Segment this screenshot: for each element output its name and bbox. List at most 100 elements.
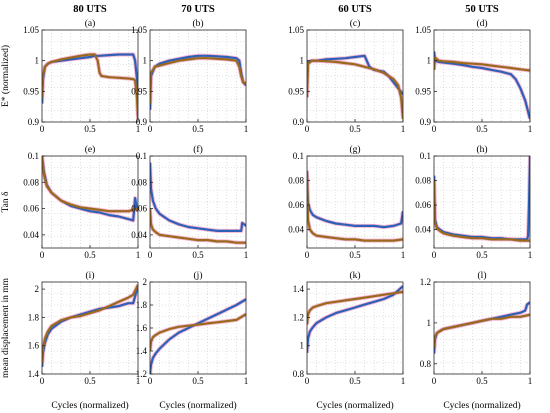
y-tick-label: 1.6 xyxy=(28,341,40,351)
x-tick-label: 0 xyxy=(148,376,153,386)
panel-label: (j) xyxy=(194,270,203,281)
panel: (k) 0 0.5 1 0.8 1 1.2 1.4 xyxy=(293,270,406,386)
y-tick-label: 0.06 xyxy=(415,200,431,210)
series-line xyxy=(434,51,530,120)
y-tick-label: 1.4 xyxy=(136,346,148,356)
series-line xyxy=(434,180,530,242)
x-tick-label: 0 xyxy=(305,376,310,386)
panel-label: (a) xyxy=(85,18,96,29)
series-line xyxy=(434,56,530,72)
y-tick-label: 1.4 xyxy=(293,284,305,294)
x-tick-label: 0.5 xyxy=(349,250,361,260)
panel: (j)0 0.5 11.21.41.61.82 xyxy=(136,270,249,386)
xlabel: Cycles (normalized) xyxy=(51,400,128,411)
x-tick-label: 0 xyxy=(432,250,437,260)
y-tick-label: 0.9 xyxy=(293,117,305,127)
x-tick-label: 1 xyxy=(528,250,533,260)
y-tick-label: 1.05 xyxy=(23,25,39,35)
y-tick-label: 1.8 xyxy=(28,312,40,322)
panel-label: (f) xyxy=(193,144,203,155)
x-tick-label: 0 xyxy=(305,250,310,260)
y-tick-label: 1 xyxy=(427,318,432,328)
x-tick-label: 1 xyxy=(136,124,141,134)
panel: (h) 0 0.5 1 0.04 0.06 0.08 0.1 xyxy=(415,144,532,260)
column-title: 50 UTS xyxy=(465,4,499,15)
y-tick-label: 2 xyxy=(143,277,148,287)
y-tick-label: 0.04 xyxy=(23,230,39,240)
y-tick-label: 1 xyxy=(427,56,432,66)
series-line xyxy=(307,290,403,325)
row-ylabel: E* (normalized) xyxy=(0,45,11,107)
row-ylabel: Tan δ xyxy=(1,191,11,212)
y-tick-label: 1 xyxy=(300,341,305,351)
series-line xyxy=(150,208,246,244)
series-line xyxy=(42,53,138,119)
panel: (f) 0 0.5 1 0.04 0.06 0.08 0.1 xyxy=(131,144,248,260)
series-line xyxy=(42,156,138,213)
x-tick-label: 0.5 xyxy=(192,250,204,260)
x-tick-label: 0.5 xyxy=(349,376,361,386)
x-tick-label: 0.5 xyxy=(192,376,204,386)
y-tick-label: 0.08 xyxy=(23,177,39,187)
series-line xyxy=(307,59,403,119)
x-tick-label: 0 xyxy=(148,124,153,134)
y-tick-label: 0.06 xyxy=(288,200,304,210)
xlabel: Cycles (normalized) xyxy=(316,400,393,411)
row-ylabel: mean displacement in mm xyxy=(1,277,11,378)
y-tick-label: 0.08 xyxy=(288,176,304,186)
x-tick-label: 1 xyxy=(401,124,406,134)
y-tick-label: 0.04 xyxy=(288,225,304,235)
x-tick-label: 0 xyxy=(148,250,153,260)
x-tick-label: 1 xyxy=(244,250,249,260)
y-tick-label: 1.8 xyxy=(136,300,148,310)
y-tick-label: 1 xyxy=(35,56,40,66)
y-tick-label: 0.95 xyxy=(23,86,39,96)
panel-label: (l) xyxy=(478,270,487,281)
panel-label: (i) xyxy=(86,270,95,281)
y-tick-label: 0.08 xyxy=(131,177,147,187)
x-tick-label: 0 xyxy=(432,124,437,134)
panel: (d) 0 0.5 1 0.9 0.95 1 1.05 xyxy=(415,18,532,134)
y-tick-label: 1.05 xyxy=(415,25,431,35)
x-tick-label: 0.5 xyxy=(84,376,96,386)
x-tick-label: 0 xyxy=(40,376,45,386)
panel-label: (g) xyxy=(349,144,360,155)
x-tick-label: 0.5 xyxy=(476,250,488,260)
y-tick-label: 0.8 xyxy=(293,369,305,379)
series-line xyxy=(150,313,246,352)
panel: (a) 0 0.5 1 0.9 0.95 1 1.05 xyxy=(23,18,140,134)
x-tick-label: 1 xyxy=(136,250,141,260)
panel-label: (b) xyxy=(192,18,203,29)
y-tick-label: 0.06 xyxy=(131,204,147,214)
panel-label: (e) xyxy=(85,144,96,155)
x-tick-label: 1 xyxy=(244,376,249,386)
x-tick-label: 1 xyxy=(244,124,249,134)
y-tick-label: 0.1 xyxy=(293,151,304,161)
y-tick-label: 1.05 xyxy=(288,25,304,35)
panel: (l) 0 0.5 1 0.8 1 1.2 xyxy=(420,270,533,386)
x-tick-label: 0 xyxy=(432,376,437,386)
y-tick-label: 0.1 xyxy=(420,151,431,161)
column-title: 60 UTS xyxy=(338,4,372,15)
x-tick-label: 0 xyxy=(305,124,310,134)
y-tick-label: 1.2 xyxy=(420,277,431,287)
column-title: 80 UTS xyxy=(73,4,107,15)
x-tick-label: 0 xyxy=(40,250,45,260)
y-tick-label: 1.2 xyxy=(293,312,304,322)
x-tick-label: 1 xyxy=(136,376,141,386)
x-tick-label: 1 xyxy=(401,376,406,386)
x-tick-label: 1 xyxy=(401,250,406,260)
column-title: 70 UTS xyxy=(181,4,215,15)
x-tick-label: 1 xyxy=(528,124,533,134)
y-tick-label: 0.9 xyxy=(28,117,40,127)
series-line xyxy=(150,162,246,232)
series-line xyxy=(150,57,246,104)
panel-label: (h) xyxy=(476,144,487,155)
panel-label: (k) xyxy=(349,270,360,281)
y-tick-label: 0.9 xyxy=(136,117,148,127)
y-tick-label: 1.6 xyxy=(136,323,148,333)
series-line xyxy=(307,285,403,353)
xlabel: Cycles (normalized) xyxy=(159,400,236,411)
